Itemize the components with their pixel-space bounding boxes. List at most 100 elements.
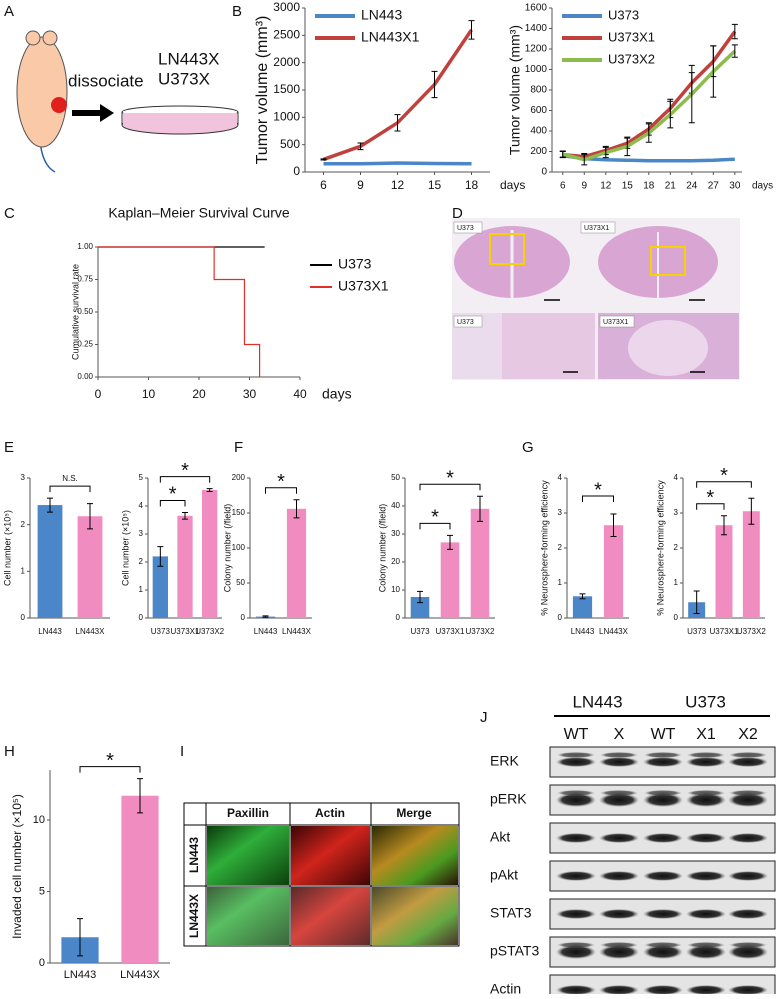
y-tick-label: 40: [391, 501, 400, 510]
blot-band: [556, 909, 596, 919]
legend-label: LN443: [361, 7, 402, 23]
row-header: LN443X: [187, 894, 201, 938]
significance-bracket: [696, 503, 725, 510]
bar: [715, 525, 733, 618]
histology-label: U373: [457, 225, 474, 232]
y-tick-label: 2: [21, 520, 26, 529]
panel-label: C: [4, 205, 15, 222]
x-tick-label: U373: [410, 627, 430, 636]
blot-band: [556, 833, 596, 843]
bar: [37, 505, 63, 618]
bar: [572, 596, 593, 618]
x-tick-label: U373X1: [710, 627, 739, 636]
legend-label: U373X2: [608, 51, 655, 66]
column-header: Merge: [396, 806, 432, 820]
error-bar: [87, 503, 93, 530]
blot-band: [556, 945, 596, 959]
x-tick-label: U373X1: [171, 627, 200, 636]
y-tick-label: 10: [33, 814, 45, 826]
protein-label: pAkt: [490, 867, 518, 883]
series-line: [323, 161, 472, 166]
y-tick-label: 2000: [273, 55, 300, 69]
significance-label: *: [106, 750, 114, 772]
y-axis-label: % Neurosphere-forming efficiency: [655, 480, 665, 616]
blot-band: [600, 942, 638, 948]
error-bar: [293, 499, 300, 519]
y-axis-label: Tumor volume (mm³): [254, 16, 271, 165]
y-axis-label: Tumor volume (mm³): [507, 25, 523, 155]
error-bar: [731, 23, 738, 40]
significance-bracket: [79, 766, 141, 773]
x-axis-label: days: [322, 386, 352, 402]
x-tick-label: 15: [428, 178, 442, 192]
bar: [121, 795, 159, 963]
y-tick-label: 1: [674, 578, 679, 587]
error-bar: [667, 100, 674, 129]
y-tick-label: 50: [391, 473, 400, 482]
blot-band: [557, 790, 595, 796]
bar: [603, 525, 624, 618]
blot-band: [556, 793, 596, 807]
error-bar: [610, 513, 617, 537]
y-tick-label: 1500: [273, 82, 300, 96]
significance-bracket: [419, 483, 481, 491]
series-line: [98, 246, 261, 377]
x-tick-label: LN443: [254, 627, 278, 636]
y-tick-label: 0: [39, 957, 45, 969]
y-tick-label: 0: [558, 613, 563, 622]
x-tick-label: U373X2: [195, 627, 224, 636]
y-tick-label: 1: [139, 585, 144, 594]
error-bar: [468, 20, 475, 40]
y-tick-label: 4: [558, 473, 563, 482]
lane-label: WT: [651, 726, 676, 743]
blot-band: [599, 909, 639, 919]
significance-label: *: [706, 487, 714, 509]
western-blot: LN443 U373 WT X WT X1 X2 ERK pERK Akt pAkt STAT3 pST…: [490, 692, 776, 999]
x-tick-label: U373X2: [466, 627, 495, 636]
panel-label: B: [232, 3, 242, 20]
blot-band: [686, 757, 726, 767]
error-bar: [581, 154, 588, 166]
x-tick-label: 12: [600, 181, 612, 192]
x-tick-label: 18: [465, 178, 479, 192]
y-tick-label: 0: [293, 164, 300, 178]
y-tick-label: 0.25: [77, 340, 93, 349]
protein-label: Akt: [490, 829, 510, 845]
blot-band: [643, 985, 683, 995]
y-tick-label: 400: [530, 126, 547, 137]
protein-label: Actin: [490, 981, 521, 994]
error-bar: [693, 590, 700, 614]
significance-label: *: [446, 467, 454, 489]
blot-band: [556, 985, 596, 995]
blot-band: [729, 942, 767, 948]
y-tick-label: 1000: [273, 110, 300, 124]
blot-band: [729, 752, 767, 758]
y-tick-label: 4: [674, 473, 679, 482]
error-bar: [748, 497, 755, 525]
blot-band: [686, 909, 726, 919]
y-axis-label: Cell number (×10⁵): [2, 510, 12, 586]
panel-label: F: [234, 439, 243, 456]
y-tick-label: 1400: [525, 23, 548, 34]
x-axis-label: days: [500, 178, 525, 192]
bar: [202, 490, 218, 618]
y-tick-label: 0: [21, 613, 26, 622]
error-bar: [320, 158, 327, 161]
x-tick-label: 6: [320, 178, 327, 192]
lane-label: X: [614, 726, 625, 743]
error-bar: [417, 590, 423, 604]
x-tick-label: 30: [729, 181, 741, 192]
x-tick-label: U373X2: [737, 627, 766, 636]
lane-label: X2: [738, 726, 758, 743]
panel-label: A: [4, 3, 14, 20]
y-tick-label: 0.50: [77, 307, 93, 316]
x-tick-label: LN443: [38, 627, 62, 636]
blot-band: [556, 871, 596, 881]
y-tick-label: 200: [232, 473, 246, 482]
error-bar: [157, 546, 164, 567]
panel-label: J: [480, 709, 488, 726]
y-tick-label: 30: [391, 529, 400, 538]
x-tick-label: 6: [560, 181, 566, 192]
blot-band: [643, 833, 683, 843]
blot-band: [728, 871, 768, 881]
